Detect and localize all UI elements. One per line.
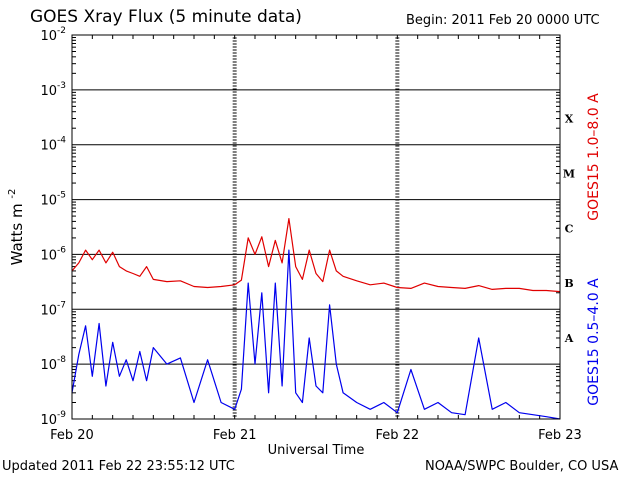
plot-frame bbox=[71, 34, 561, 420]
series-line-long bbox=[71, 218, 561, 293]
x-tick-label: Feb 23 bbox=[538, 428, 582, 443]
x-tick-label: Feb 22 bbox=[375, 428, 419, 443]
flare-class-label: X bbox=[565, 113, 574, 126]
series-line-short bbox=[71, 249, 561, 420]
flare-class-label: A bbox=[564, 332, 574, 345]
grid-lines bbox=[72, 34, 560, 417]
y-tick-label: 10-2 bbox=[40, 26, 66, 44]
y-tick-label: 10-9 bbox=[40, 410, 66, 428]
flare-class-label: B bbox=[564, 277, 573, 290]
y-tick-label: 10-7 bbox=[40, 300, 66, 318]
x-axis-label: Universal Time bbox=[268, 443, 365, 458]
series-legend-label: GOES15 1.0–8.0 A bbox=[586, 93, 602, 221]
x-tick-label: Feb 21 bbox=[213, 428, 257, 443]
y-tick-label: 10-5 bbox=[40, 191, 66, 209]
axis-ticks bbox=[71, 35, 561, 419]
y-tick-label: 10-3 bbox=[40, 81, 66, 99]
series-legend-label: GOES15 0.5–4.0 A bbox=[586, 278, 602, 406]
updated-timestamp: Updated 2011 Feb 22 23:55:12 UTC bbox=[2, 459, 235, 474]
y-tick-label: 10-6 bbox=[40, 245, 66, 263]
chart-title: GOES Xray Flux (5 minute data) bbox=[30, 7, 302, 27]
x-tick-label: Feb 20 bbox=[50, 428, 94, 443]
y-tick-label: 10-8 bbox=[40, 355, 66, 373]
flare-class-label: M bbox=[563, 167, 575, 180]
series-group bbox=[71, 218, 561, 420]
begin-time-label: Begin: 2011 Feb 20 0000 UTC bbox=[406, 13, 600, 28]
flare-class-label: C bbox=[565, 222, 574, 235]
y-tick-label: 10-4 bbox=[40, 136, 66, 154]
source-credit: NOAA/SWPC Boulder, CO USA bbox=[425, 459, 619, 474]
y-axis-label: Watts m -2 bbox=[7, 189, 26, 266]
